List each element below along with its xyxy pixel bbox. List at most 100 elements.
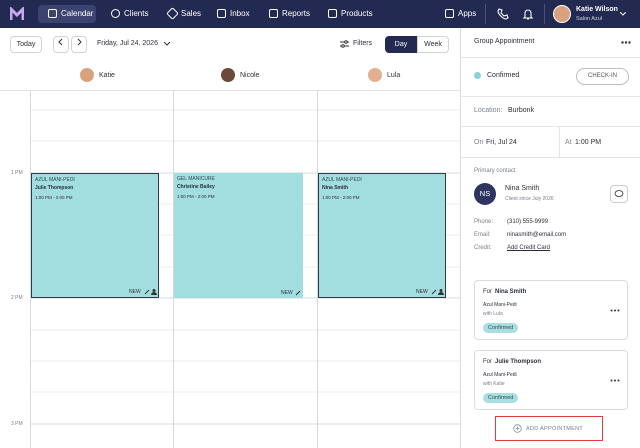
field-label: Phone: <box>474 219 494 225</box>
client-since: Client since July 2026 <box>505 196 554 202</box>
logo[interactable] <box>10 7 24 21</box>
booking-client: Nina Smith <box>495 289 527 295</box>
time: 1:00 PM - 2:00 PM <box>177 194 215 199</box>
time-label: 3 PM <box>11 421 23 427</box>
section-heading: Primary contact <box>474 168 516 174</box>
for-label: For <box>483 359 492 365</box>
for-label: For <box>483 289 492 295</box>
icon <box>111 9 120 18</box>
icons <box>144 289 157 295</box>
appointment-card[interactable]: AZUL MANI-PEDI Julie Thompson 1:00 PM - … <box>31 173 159 298</box>
divider <box>461 96 640 97</box>
filter-icon <box>340 40 349 48</box>
date-picker[interactable]: Friday, Jul 24, 2026 <box>97 40 158 47</box>
booking-card[interactable]: For Julie Thompson Azul Mani-Pedi with K… <box>474 350 628 410</box>
client: Julie Thompson <box>35 185 74 191</box>
icons <box>431 289 444 295</box>
tag: NEW <box>416 289 428 295</box>
location-label: Location: <box>474 107 503 114</box>
tag: NEW <box>281 290 293 296</box>
panel-title: Group Appointment <box>474 38 535 45</box>
filters-button[interactable]: Filters <box>353 40 373 47</box>
next-button[interactable] <box>71 36 87 53</box>
add-credit-card-link[interactable]: Add Credit Card <box>507 245 551 251</box>
nav-item[interactable]: Apps <box>458 9 477 18</box>
more-menu[interactable] <box>610 379 620 382</box>
divider <box>461 157 640 158</box>
icons <box>295 290 301 296</box>
date: Fri, Jul 24 <box>486 139 517 146</box>
add-appointment-button[interactable]: ADD APPOINTMENT <box>495 416 603 441</box>
today-button[interactable]: Today <box>10 36 42 53</box>
icon <box>48 9 57 18</box>
chevron[interactable] <box>620 12 626 16</box>
more-menu[interactable] <box>621 41 631 44</box>
chevron[interactable] <box>164 42 170 46</box>
phone-icon[interactable] <box>497 8 509 20</box>
nav-item[interactable]: Clients <box>124 9 149 18</box>
prev-button[interactable] <box>53 36 69 53</box>
icon <box>328 9 337 18</box>
contact-name[interactable]: Nina Smith <box>505 185 540 192</box>
booking-staff: with Lula <box>483 311 503 317</box>
bell-icon[interactable] <box>522 8 534 20</box>
time: 1:00 PM - 2:00 PM <box>322 195 360 200</box>
service: AZUL MANI-PEDI <box>322 177 362 183</box>
staff-avatar <box>368 68 382 82</box>
top-nav: Calendar Clients Sales Inbox Reports Pro… <box>0 0 640 28</box>
user-name[interactable]: Katie Wilson <box>576 6 618 13</box>
more-menu[interactable] <box>610 309 620 312</box>
divider <box>544 4 545 24</box>
status: Confirmed <box>487 72 520 79</box>
tag: NEW <box>129 289 141 295</box>
add-appointment-label: ADD APPOINTMENT <box>526 426 584 432</box>
booking-staff: with Katie <box>483 381 505 387</box>
status-dot <box>474 72 481 79</box>
nav-item[interactable]: Sales <box>181 9 202 18</box>
field-value: ninasmith@email.com <box>507 232 567 238</box>
icon <box>269 9 278 18</box>
view-toggle[interactable]: Day <box>385 36 417 53</box>
icon <box>217 9 226 18</box>
user-salon: Salon Azul <box>576 16 602 22</box>
service: GEL MANICURE <box>177 176 215 182</box>
staff-name[interactable]: Lula <box>387 72 401 79</box>
message-button[interactable] <box>610 185 628 203</box>
divider <box>461 57 640 58</box>
field-label: Email: <box>474 232 491 238</box>
nav-item[interactable]: Calendar <box>61 9 94 18</box>
time-label: 1 PM <box>11 170 23 176</box>
divider <box>461 126 640 127</box>
nav-item[interactable]: Reports <box>282 9 311 18</box>
client: Nina Smith <box>322 185 349 191</box>
field-label: Credit: <box>474 245 492 251</box>
location: Burbonk <box>508 107 535 114</box>
booking-card[interactable]: For Nina Smith Azul Mani-Pedi with Lula … <box>474 280 628 340</box>
booking-service: Azul Mani-Pedi <box>483 302 517 308</box>
check-in-button[interactable]: CHECK-IN <box>576 68 629 85</box>
time: 1:00 PM <box>575 139 602 146</box>
details-panel: Group Appointment Confirmed CHECK-IN Loc… <box>460 28 640 448</box>
time-label: At <box>565 139 572 146</box>
status-badge: Confirmed <box>483 323 519 333</box>
staff-name[interactable]: Katie <box>99 72 115 79</box>
nav-item[interactable]: Inbox <box>230 9 250 18</box>
icon <box>445 9 454 18</box>
nav-item[interactable]: Products <box>341 9 373 18</box>
staff-name[interactable]: Nicole <box>240 72 260 79</box>
user-avatar[interactable] <box>553 5 571 23</box>
icon <box>166 7 179 20</box>
staff-avatar <box>221 68 235 82</box>
booking-client: Julie Thompson <box>495 359 542 365</box>
service: AZUL MANI-PEDI <box>35 177 75 183</box>
staff-avatar <box>80 68 94 82</box>
date-label: On <box>474 139 484 146</box>
field-value: (310) 555-9999 <box>507 219 549 225</box>
appointment-card[interactable]: GEL MANICURE Christine Bailey 1:00 PM - … <box>174 173 303 298</box>
divider <box>485 4 486 24</box>
contact-avatar: NS <box>474 183 496 205</box>
divider <box>559 127 560 157</box>
status-badge: Confirmed <box>483 393 519 403</box>
appointment-card[interactable]: AZUL MANI-PEDI Nina Smith 1:00 PM - 2:00… <box>318 173 446 298</box>
view-toggle[interactable]: Week <box>417 36 449 53</box>
